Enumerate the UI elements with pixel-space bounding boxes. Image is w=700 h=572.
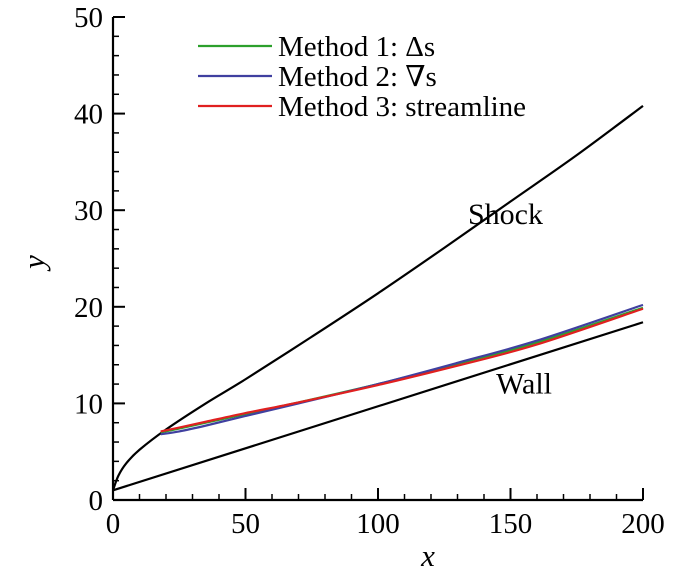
shock-line <box>111 104 644 491</box>
plot-lines <box>111 104 644 492</box>
y-tick-label: 40 <box>74 99 103 131</box>
wall-line <box>112 321 644 492</box>
series-line-method-1 <box>160 306 644 434</box>
ticks: 0 50 100 150 200 0 10 20 30 40 50 <box>74 2 665 540</box>
x-tick-label: 150 <box>489 508 533 540</box>
y-tick-label: 0 <box>89 485 104 517</box>
y-tick-label: 10 <box>74 388 103 420</box>
y-tick-label: 30 <box>74 195 103 227</box>
x-tick-label: 50 <box>231 508 260 540</box>
y-axis-title: y <box>16 255 51 272</box>
shock-label: Shock <box>468 198 543 231</box>
x-tick-label: 0 <box>106 508 121 540</box>
legend-label-method-1: Method 1: Δs <box>278 31 435 63</box>
y-tick-label: 50 <box>74 2 103 34</box>
x-tick-label: 200 <box>621 508 665 540</box>
x-tick-label: 100 <box>356 508 400 540</box>
series-line-method-3 <box>160 307 644 433</box>
wall-label: Wall <box>496 367 552 400</box>
x-axis-title: x <box>420 538 435 572</box>
legend-label-method-3: Method 3: streamline <box>278 91 526 123</box>
legend-label-method-2: Method 2: ∇s <box>278 61 437 93</box>
annotations: Shock Wall <box>468 198 552 400</box>
y-tick-label: 20 <box>74 292 103 324</box>
